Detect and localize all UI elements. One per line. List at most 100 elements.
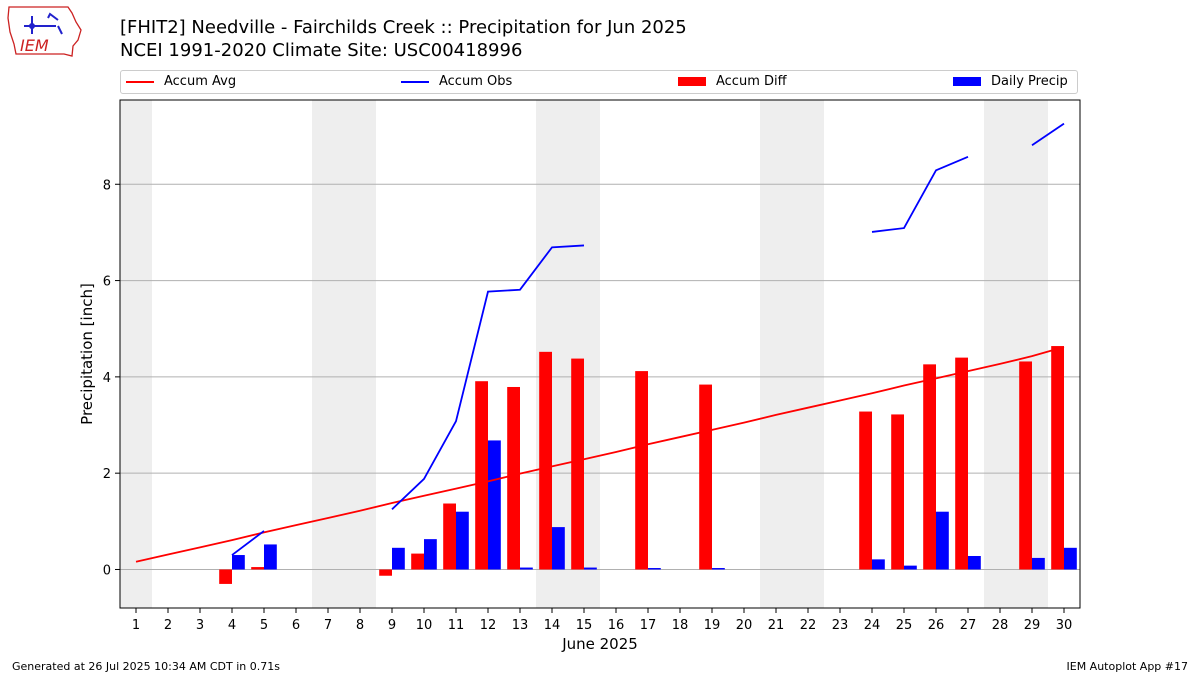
x-tick-label-19: 19	[704, 618, 721, 633]
weekend-band-0	[120, 100, 152, 608]
line-accum-obs-1	[391, 244, 585, 510]
weekend-band-1	[312, 100, 376, 608]
x-tick-label-8: 8	[356, 618, 364, 633]
x-tick-label-28: 28	[992, 618, 1009, 633]
x-tick-label-24: 24	[864, 618, 881, 633]
x-tick-label-1: 1	[132, 618, 140, 633]
x-axis-ticks: 1 2 3 4 5 6 7 8 9 10 11 12 13 14 15 16 17 18 19 20 21 22 23 24 2…	[132, 608, 1072, 633]
x-tick-label-11: 11	[448, 618, 465, 633]
bar-accum-diff-5	[251, 567, 264, 570]
line-accum-avg-0	[135, 346, 1065, 563]
bar-daily-precip-29	[1032, 557, 1045, 570]
x-tick-label-20: 20	[736, 618, 753, 633]
bar-daily-precip-9	[392, 547, 405, 570]
bar-daily-precip-4	[232, 555, 245, 570]
x-tick-label-3: 3	[196, 618, 204, 633]
legend-item-accum-obs: Accum Obs	[401, 74, 512, 89]
legend-item-accum-avg: Accum Avg	[126, 74, 236, 89]
y-tick-label-8: 8	[103, 178, 111, 193]
x-tick-label-10: 10	[416, 618, 433, 633]
x-tick-label-4: 4	[228, 618, 236, 633]
bar-daily-precip-25	[904, 565, 917, 570]
legend-label-accum-diff: Accum Diff	[716, 74, 787, 89]
weekend-band-3	[760, 100, 824, 608]
iem-logo: IEM	[7, 6, 82, 57]
x-tick-label-21: 21	[768, 618, 785, 633]
bar-daily-precip-17	[648, 568, 661, 570]
bar-accum-diff-26	[923, 364, 936, 570]
x-tick-label-14: 14	[544, 618, 561, 633]
x-tick-label-18: 18	[672, 618, 689, 633]
bar-daily-precip-13	[520, 567, 533, 570]
iowa-outline-shape	[7, 6, 82, 57]
bar-accum-diff-30	[1051, 346, 1064, 570]
line-accum-obs-3	[1031, 122, 1065, 147]
bar-accum-diff-19	[699, 384, 712, 570]
line-accum-obs-2	[871, 155, 969, 233]
legend-label-accum-avg: Accum Avg	[164, 74, 237, 89]
bar-accum-diff-25	[891, 414, 904, 570]
x-tick-label-9: 9	[388, 618, 396, 633]
legend-label-accum-obs: Accum Obs	[439, 74, 513, 89]
bar-daily-precip-19	[712, 568, 725, 570]
bar-daily-precip-15	[584, 567, 597, 570]
lines	[135, 122, 1065, 563]
x-tick-label-30: 30	[1056, 618, 1073, 633]
x-tick-label-2: 2	[164, 618, 172, 633]
bar-accum-diff-14	[539, 351, 552, 570]
bar-daily-precip-11	[456, 511, 469, 570]
bar-accum-diff-15	[571, 358, 584, 570]
bar-accum-diff-10	[411, 553, 424, 570]
y-gridlines	[120, 183, 1080, 570]
x-tick-label-26: 26	[928, 618, 945, 633]
x-tick-label-17: 17	[640, 618, 657, 633]
bar-daily-precip-30	[1064, 547, 1077, 570]
x-tick-label-6: 6	[292, 618, 300, 633]
bar-accum-diff-13	[507, 386, 520, 570]
bar-accum-diff-17	[635, 371, 648, 570]
chart-subtitle: NCEI 1991-2020 Climate Site: USC00418996	[120, 40, 523, 61]
legend-item-accum-diff: Accum Diff	[678, 74, 787, 89]
bar-daily-precip-12	[488, 440, 501, 570]
bar-accum-diff-11	[443, 503, 456, 570]
y-tick-label-2: 2	[103, 467, 111, 482]
bar-daily-precip-10	[424, 539, 437, 570]
logo-text: IEM	[20, 36, 49, 55]
x-tick-label-5: 5	[260, 618, 268, 633]
y-axis-label: Precipitation [inch]	[78, 283, 96, 425]
legend-item-daily-precip: Daily Precip	[953, 74, 1068, 89]
x-tick-label-13: 13	[512, 618, 529, 633]
legend-label-daily-precip: Daily Precip	[991, 74, 1068, 89]
footer-generated-text: Generated at 26 Jul 2025 10:34 AM CDT in…	[12, 660, 280, 673]
x-tick-label-25: 25	[896, 618, 913, 633]
x-tick-label-16: 16	[608, 618, 625, 633]
x-tick-label-22: 22	[800, 618, 817, 633]
bar-daily-precip-14	[552, 527, 565, 570]
y-tick-label-6: 6	[103, 275, 111, 290]
x-tick-label-15: 15	[576, 618, 593, 633]
bar-daily-precip-24	[872, 559, 885, 570]
bar-accum-diff-12	[475, 381, 488, 570]
legend: Accum Avg Accum Obs Accum Diff Daily Pre…	[120, 70, 1078, 94]
legend-swatch-accum-obs	[401, 80, 429, 83]
legend-swatch-accum-avg	[126, 80, 154, 83]
bar-accum-diff-29	[1019, 361, 1032, 570]
station-dot-icon	[29, 23, 35, 29]
bar-daily-precip-5	[264, 544, 277, 570]
line-accum-obs-0	[231, 530, 265, 556]
bar-daily-precip-26	[936, 511, 949, 570]
chart-title: [FHIT2] Needville - Fairchilds Creek :: …	[120, 17, 687, 38]
x-tick-label-29: 29	[1024, 618, 1041, 633]
x-axis-label: June 2025	[561, 635, 638, 653]
x-tick-label-7: 7	[324, 618, 332, 633]
x-tick-label-12: 12	[480, 618, 497, 633]
plot-frame	[119, 99, 1081, 609]
bars	[219, 346, 1077, 584]
footer-app-text: IEM Autoplot App #17	[1066, 660, 1189, 673]
bar-accum-diff-27	[955, 357, 968, 570]
y-tick-label-0: 0	[103, 563, 111, 578]
bar-accum-diff-9	[379, 569, 392, 576]
bar-daily-precip-27	[968, 555, 981, 570]
bar-accum-diff-24	[859, 411, 872, 570]
